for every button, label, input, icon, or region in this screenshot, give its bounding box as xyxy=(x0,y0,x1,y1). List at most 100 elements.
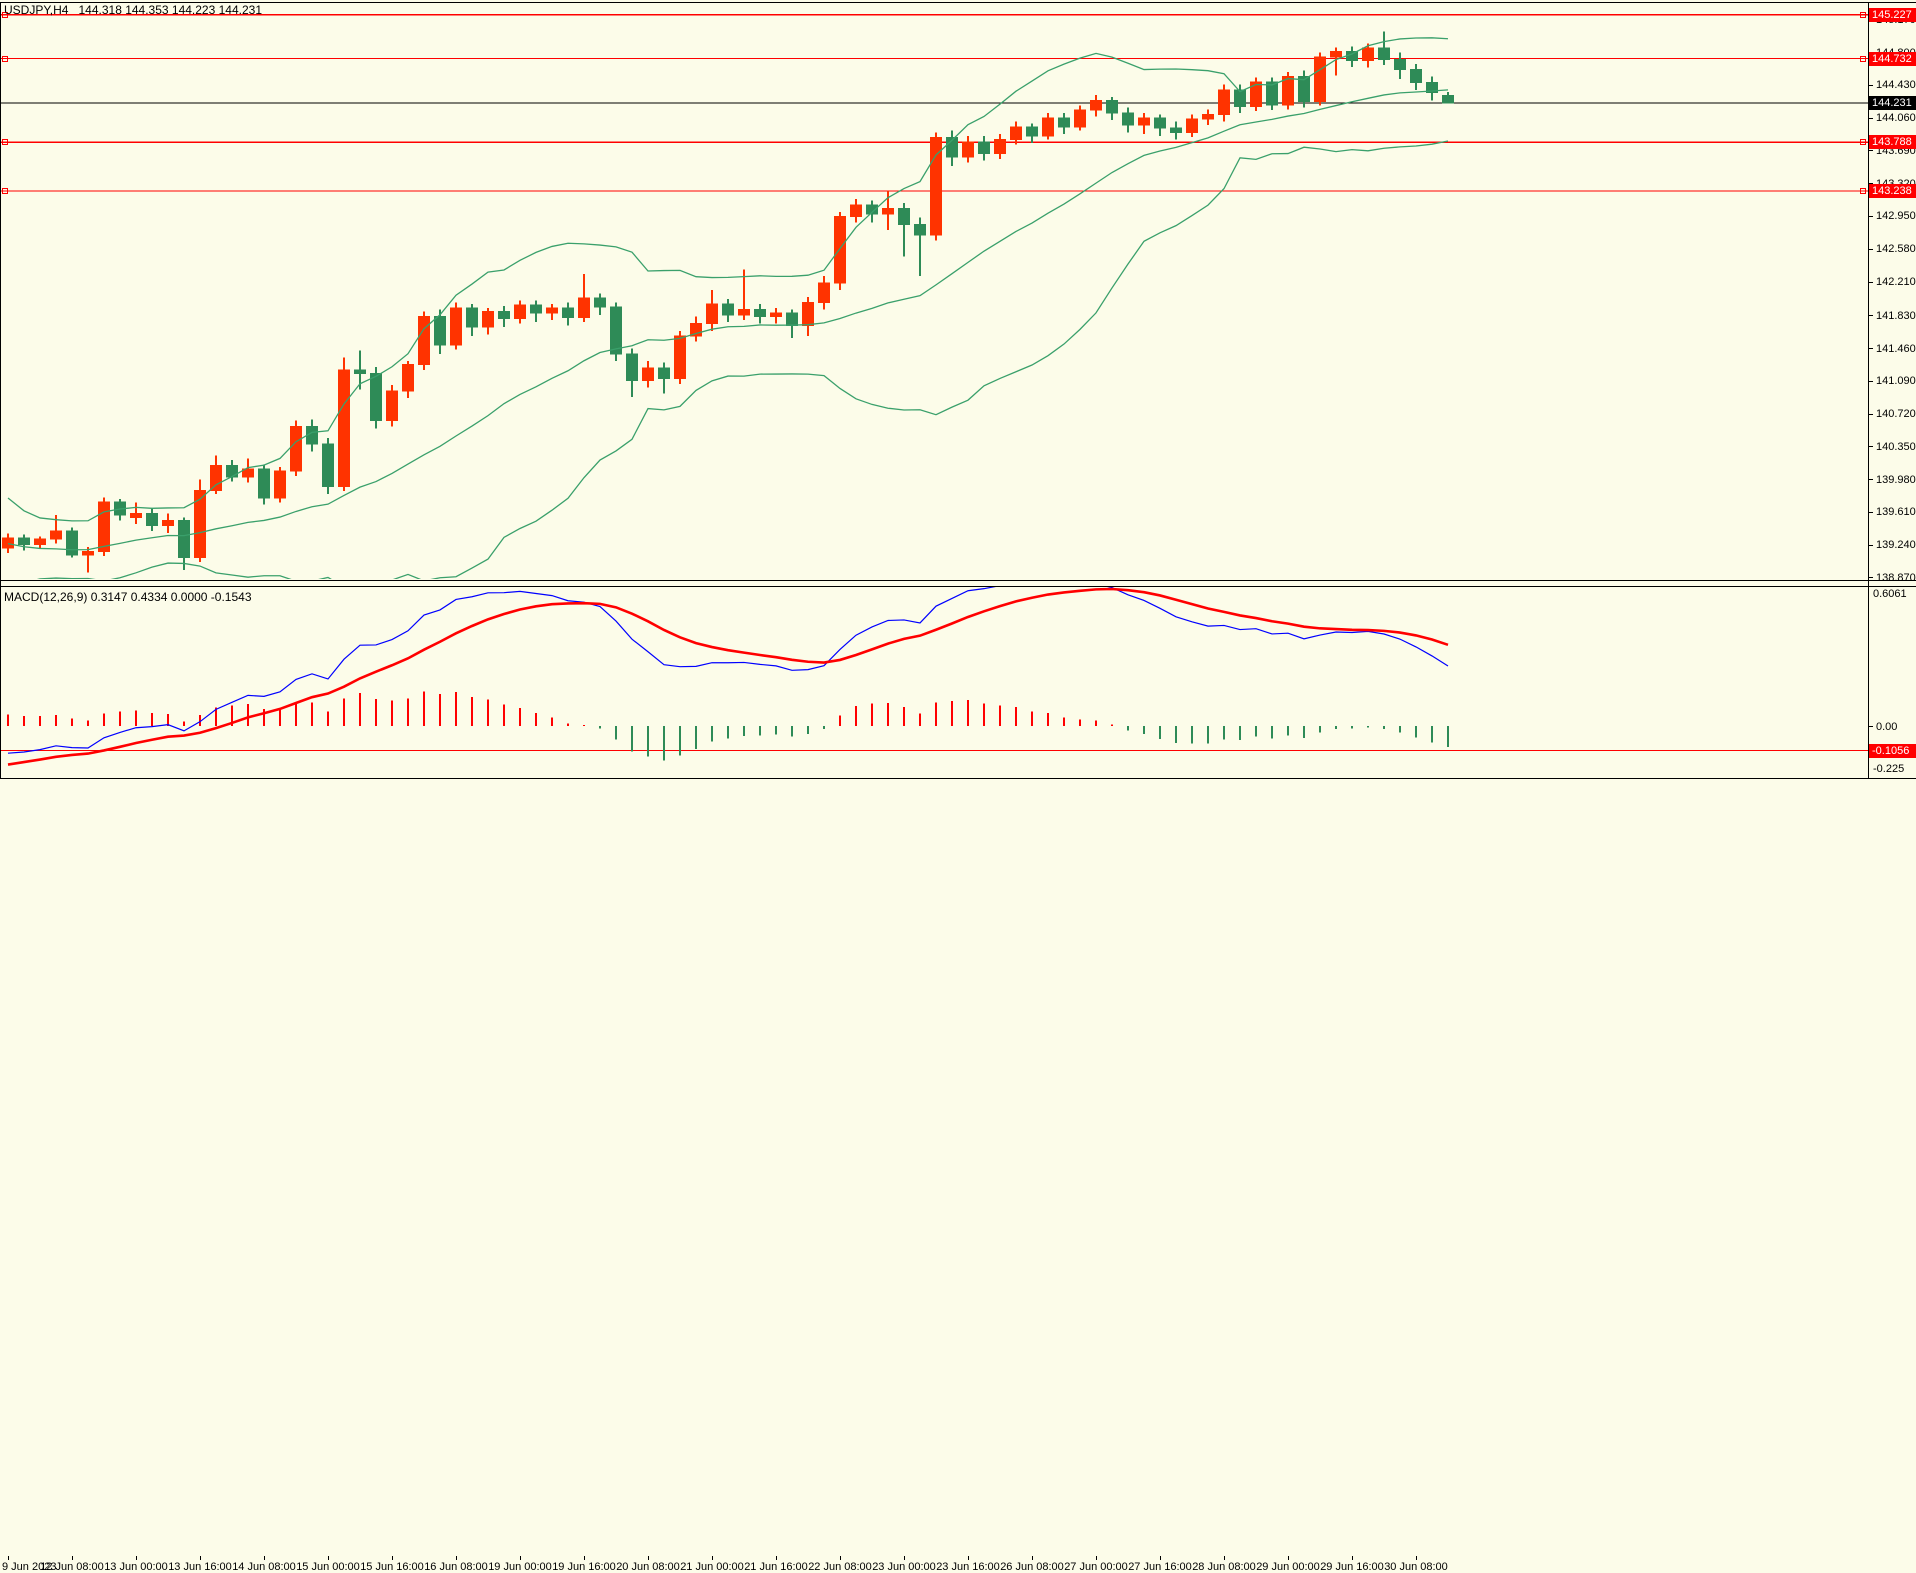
tick-dash xyxy=(1869,150,1873,152)
time-axis[interactable]: 9 Jun 2023 12 Jun 08:00 13 Jun 00:00 13 Jun… xyxy=(0,778,1916,1573)
candle xyxy=(882,190,894,230)
candle xyxy=(930,132,942,241)
level-line-right-marker[interactable] xyxy=(1860,139,1866,146)
candle xyxy=(722,298,734,322)
tick-dash xyxy=(1869,479,1873,481)
candle xyxy=(466,304,478,337)
tick-dash xyxy=(1869,348,1873,349)
time-axis-label: 23 Jun 16:00 xyxy=(936,1561,1000,1573)
candle xyxy=(1106,96,1118,120)
candle xyxy=(210,455,222,494)
time-axis-label: 19 Jun 00:00 xyxy=(488,1561,552,1573)
time-axis-label: 30 Jun 08:00 xyxy=(1384,1561,1448,1573)
candle xyxy=(658,362,670,394)
candle xyxy=(1346,46,1358,67)
candle xyxy=(146,507,158,532)
candle xyxy=(514,300,526,324)
time-axis-tick xyxy=(1288,1556,1289,1560)
level-line-left-marker[interactable] xyxy=(2,139,8,146)
candle xyxy=(738,269,750,321)
candle xyxy=(178,517,190,571)
time-axis-label: 23 Jun 00:00 xyxy=(872,1561,936,1573)
candle xyxy=(578,274,590,322)
time-axis-label: 15 Jun 00:00 xyxy=(296,1561,360,1573)
price-axis-tick: 141.460 xyxy=(1869,342,1916,355)
price-pane-bottom-border xyxy=(0,580,1916,581)
level-line-right-marker[interactable] xyxy=(1860,187,1866,194)
time-axis-tick xyxy=(840,1556,841,1560)
level-line-right-marker[interactable] xyxy=(1860,55,1866,62)
candle xyxy=(1218,84,1230,122)
middle-bollinger-band xyxy=(7,89,1449,551)
ohlc-values-label: 144.318 144.353 144.223 144.231 xyxy=(78,3,262,17)
price-axis-tick: 142.580 xyxy=(1869,243,1916,256)
tick-dash xyxy=(1869,726,1873,727)
tick-dash xyxy=(1869,380,1873,382)
candle xyxy=(450,302,462,350)
price-axis-tick: 140.350 xyxy=(1869,440,1916,453)
time-axis-tick xyxy=(776,1556,777,1560)
tick-dash xyxy=(1869,183,1873,185)
candle xyxy=(1202,109,1214,126)
time-axis-label: 13 Jun 00:00 xyxy=(104,1561,168,1573)
candle xyxy=(1122,107,1134,133)
time-axis-label: 15 Jun 16:00 xyxy=(360,1561,424,1573)
candle xyxy=(66,527,78,558)
level-line-right-marker[interactable] xyxy=(1860,11,1866,18)
time-axis-tick xyxy=(904,1556,905,1560)
candle xyxy=(1298,70,1310,108)
candle xyxy=(162,513,174,533)
candle xyxy=(674,330,686,384)
candle xyxy=(82,546,94,573)
time-axis-label: 29 Jun 16:00 xyxy=(1320,1561,1384,1573)
time-axis-tick xyxy=(1032,1556,1033,1560)
tick-dash xyxy=(1869,248,1873,250)
candle xyxy=(818,275,830,310)
time-axis-label: 27 Jun 16:00 xyxy=(1128,1561,1192,1573)
candle xyxy=(418,311,430,370)
price-axis-tick: 144.060 xyxy=(1869,112,1916,125)
candle xyxy=(530,300,542,322)
level-line-left-marker[interactable] xyxy=(2,55,8,62)
price-level-badge: 143.238 xyxy=(1869,183,1916,198)
time-axis-tick xyxy=(648,1556,649,1560)
price-axis-border[interactable] xyxy=(1868,2,1869,779)
price-axis-tick: 142.950 xyxy=(1869,210,1916,223)
candle xyxy=(1250,77,1262,112)
price-level-badge: 143.788 xyxy=(1869,135,1916,150)
candle xyxy=(338,357,350,492)
candle xyxy=(1058,112,1070,135)
tick-dash xyxy=(1869,117,1873,119)
time-axis-tick xyxy=(520,1556,521,1560)
candle xyxy=(978,135,990,161)
time-axis-label: 14 Jun 08:00 xyxy=(232,1561,296,1573)
candle xyxy=(754,304,766,324)
price-axis-tick: 139.980 xyxy=(1869,473,1916,486)
candle xyxy=(1170,121,1182,140)
candle xyxy=(290,420,302,477)
time-axis-tick xyxy=(200,1556,201,1560)
time-axis-tick xyxy=(584,1556,585,1560)
candle xyxy=(194,479,206,563)
candle xyxy=(562,302,574,326)
macd-axis-max-label: 0.6061 xyxy=(1873,588,1907,600)
price-axis-tick: 138.870 xyxy=(1869,571,1916,584)
candle xyxy=(482,307,494,335)
time-axis-label: 28 Jun 08:00 xyxy=(1192,1561,1256,1573)
time-axis-tick xyxy=(1416,1556,1417,1560)
candle xyxy=(610,302,622,361)
level-line-left-marker[interactable] xyxy=(2,11,8,18)
level-line-left-marker[interactable] xyxy=(2,187,8,194)
lower-bollinger-band xyxy=(36,140,1449,579)
candle xyxy=(434,309,446,354)
candle xyxy=(1362,43,1374,68)
candle xyxy=(546,304,558,321)
time-axis-tick xyxy=(1096,1556,1097,1560)
candle xyxy=(34,536,46,549)
candle xyxy=(130,502,142,524)
candle xyxy=(994,134,1006,159)
time-axis-label: 16 Jun 08:00 xyxy=(424,1561,488,1573)
time-axis-tick xyxy=(1352,1556,1353,1560)
macd-axis-min-label: -0.225 xyxy=(1873,763,1905,775)
symbol-period-label: USDJPY,H4 xyxy=(4,3,69,17)
